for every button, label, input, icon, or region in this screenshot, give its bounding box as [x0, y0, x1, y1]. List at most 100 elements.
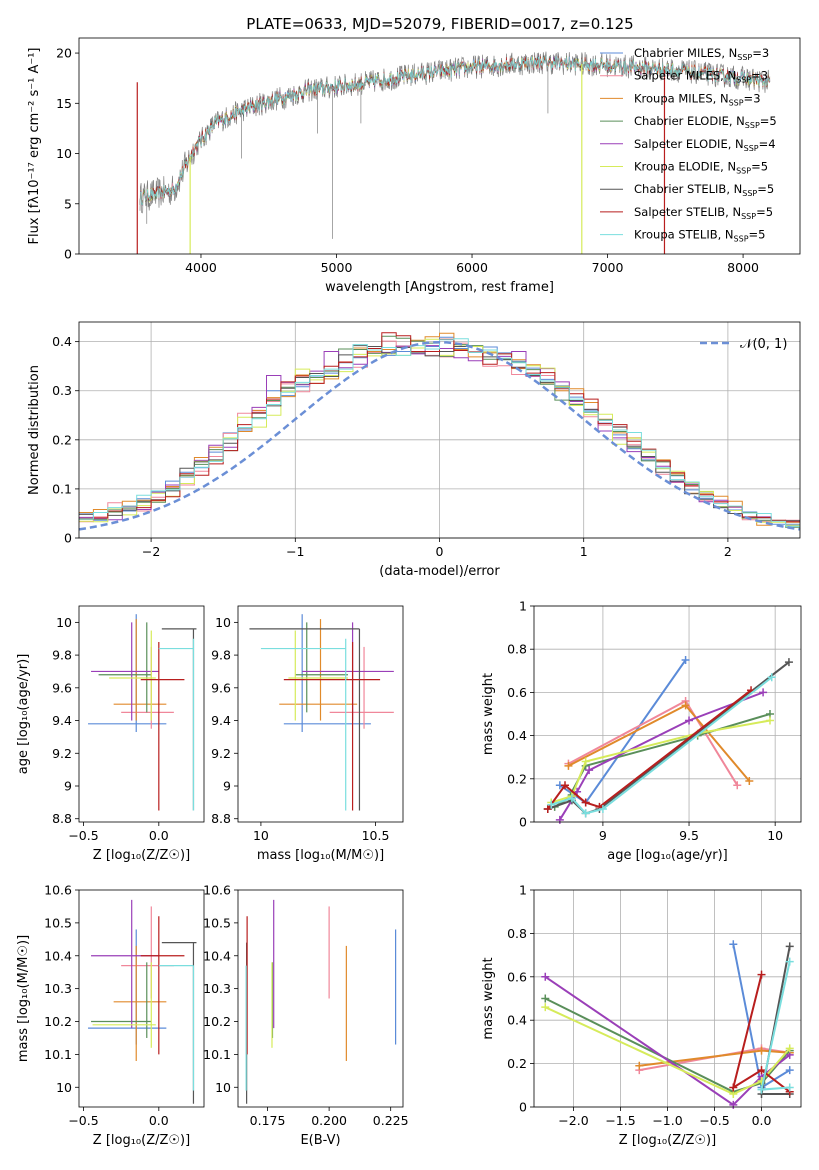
mass-weight-marker: [757, 1046, 766, 1055]
legend-n-subscript: SSP: [734, 235, 749, 244]
mass-weight-marker: [567, 794, 576, 803]
x-tick-label: 0.0: [752, 1113, 772, 1128]
y-axis-label: Flux [fλ10⁻¹⁷ erg cm⁻² s⁻¹ A⁻¹]: [27, 48, 42, 245]
legend-entry: Chabrier MILES, NSSP=3: [634, 46, 769, 62]
legend-model-name: Kroupa STELIB: [634, 228, 718, 242]
legend-n-equals: =: [752, 46, 762, 60]
mass-weight-marker: [543, 805, 552, 814]
legend-n-equals: =: [760, 114, 770, 128]
legend-n-subscript: SSP: [741, 212, 756, 221]
y-tick-label: 0: [64, 247, 72, 262]
gauss-legend-label: 𝒩(0, 1): [740, 337, 787, 352]
y-tick-label: 10.6: [44, 883, 72, 898]
weight-vs-metallicity-panel: −2.0 −1.5 −1.0 −0.5 0.0 0 0.2 0.4 0.6 0.8 1 Z [log₁…: [481, 883, 802, 1148]
legend-n-subscript: SSP: [744, 144, 759, 153]
x-axis-label: Z [log₁₀(Z/Z☉)]: [619, 1133, 716, 1148]
mass-weight-line: [544, 1006, 791, 1096]
mass-weight-marker: [541, 1003, 550, 1012]
legend-n-equals: =: [749, 228, 759, 242]
y-tick-label: 9: [64, 779, 72, 794]
x-tick-label: −0.5: [68, 828, 98, 843]
legend-nssp-value: 5: [767, 182, 774, 196]
y-tick-label: 10.2: [203, 1014, 231, 1029]
mass-weight-marker: [681, 656, 690, 664]
residual-histogram-step: [79, 332, 800, 526]
y-tick-label: 10.3: [44, 981, 72, 996]
y-tick-label: 9.6: [211, 680, 231, 695]
mass-weight-marker: [784, 658, 793, 667]
y-tick-label: 0.4: [507, 1013, 527, 1028]
y-tick-label: 9.4: [52, 713, 72, 728]
weight-vs-age-panel: 9 9.5 10 0 0.2 0.4 0.6 0.8 1 age [log₁₀(age/yr)] m…: [481, 599, 802, 863]
x-tick-label: −1: [286, 544, 304, 559]
x-axis-label: age [log₁₀(age/yr)]: [607, 848, 728, 863]
x-tick-label: 0.0: [149, 1113, 169, 1128]
legend-entry: Kroupa ELODIE, NSSP=5: [634, 160, 768, 176]
y-tick-label: 10: [215, 615, 231, 630]
x-tick-label: −1.0: [652, 1113, 682, 1128]
plot-frame: [533, 605, 802, 823]
legend-nssp-value: 3: [753, 91, 760, 105]
legend-n-subscript: SSP: [742, 189, 757, 198]
y-tick-label: 9.2: [52, 746, 72, 761]
mass-weight-marker: [757, 970, 766, 979]
y-tick-label: 0.8: [507, 926, 527, 941]
legend-n-subscript: SSP: [745, 121, 760, 130]
legend-n-label: , N: [725, 205, 741, 219]
x-axis-label: (data-model)/error: [379, 564, 500, 579]
legend-n-equals: =: [757, 182, 767, 196]
y-tick-label: 9.8: [52, 648, 72, 663]
y-tick-label: 20: [56, 46, 72, 61]
y-tick-label: 0.6: [507, 685, 527, 700]
mass-weight-marker: [635, 1061, 644, 1070]
legend-model-name: Kroupa MILES: [634, 91, 713, 105]
mass-weight-marker: [765, 716, 774, 725]
legend-n-equals: =: [759, 137, 769, 151]
legend-n-label: , N: [718, 228, 734, 242]
mass-weight-marker: [598, 805, 607, 814]
y-tick-label: 9.8: [211, 648, 231, 663]
x-tick-label: 0.175: [250, 1113, 286, 1128]
x-axis-label: E(B-V): [300, 1133, 340, 1148]
x-axis-label: wavelength [Angstrom, rest frame]: [325, 280, 554, 295]
age-vs-metallicity-panel: −0.5 0.0 8.8 9 9.2 9.4 9.6 9.8 10 Z [log₁₀(Z/Z☉)]…: [16, 605, 205, 863]
mass-vs-metallicity-panel: −0.5 0.0 10 10.1 10.2 10.3 10.4 10.5 10.6 Z [log₁…: [16, 883, 205, 1148]
y-tick-label: 0: [519, 1100, 527, 1115]
x-tick-label: 7000: [592, 260, 624, 275]
y-tick-label: 10: [56, 146, 72, 161]
legend-nssp-value: 5: [769, 114, 776, 128]
plot-frame: [533, 889, 802, 1108]
y-tick-label: 1: [519, 599, 527, 614]
legend-n-label: , N: [713, 91, 729, 105]
y-axis-label: Normed distribution: [27, 365, 42, 495]
y-tick-label: 0.1: [52, 481, 72, 496]
legend-model-name: Chabrier MILES: [634, 46, 721, 60]
mass-weight-marker: [757, 1066, 766, 1075]
y-tick-label: 8.8: [211, 811, 231, 826]
mass-weight-marker: [555, 815, 564, 824]
mass-weight-marker: [547, 800, 556, 809]
plot-frame: [78, 605, 205, 823]
legend-nssp-value: 5: [766, 205, 773, 219]
mass-weight-marker: [685, 716, 694, 725]
x-tick-label: 6000: [456, 260, 488, 275]
spectrum-panel: 4000 5000 6000 7000 8000 0 5 10 15 20 wavelength […: [27, 37, 801, 295]
y-tick-label: 0.3: [52, 383, 72, 398]
y-tick-label: 0.2: [507, 1056, 527, 1071]
plot-frame: [237, 605, 404, 823]
legend-n-subscript: SSP: [736, 167, 751, 176]
y-tick-label: 10: [56, 615, 72, 630]
mass-weight-marker: [729, 1083, 738, 1092]
y-tick-label: 0.2: [52, 432, 72, 447]
y-axis-label: mass weight: [481, 957, 496, 1039]
x-tick-label: −1.5: [605, 1113, 635, 1128]
residual-histogram-step: [79, 338, 800, 527]
x-tick-label: 5000: [321, 260, 353, 275]
legend-model-name: Salpeter MILES: [634, 69, 720, 83]
x-tick-label: 10: [253, 828, 269, 843]
legend-nssp-value: 5: [761, 160, 768, 174]
figure-title: PLATE=0633, MJD=52079, FIBERID=0017, z=0…: [246, 15, 633, 33]
plot-frame: [78, 889, 205, 1108]
y-tick-label: 10.1: [44, 1047, 72, 1062]
x-tick-label: 0.0: [149, 828, 169, 843]
